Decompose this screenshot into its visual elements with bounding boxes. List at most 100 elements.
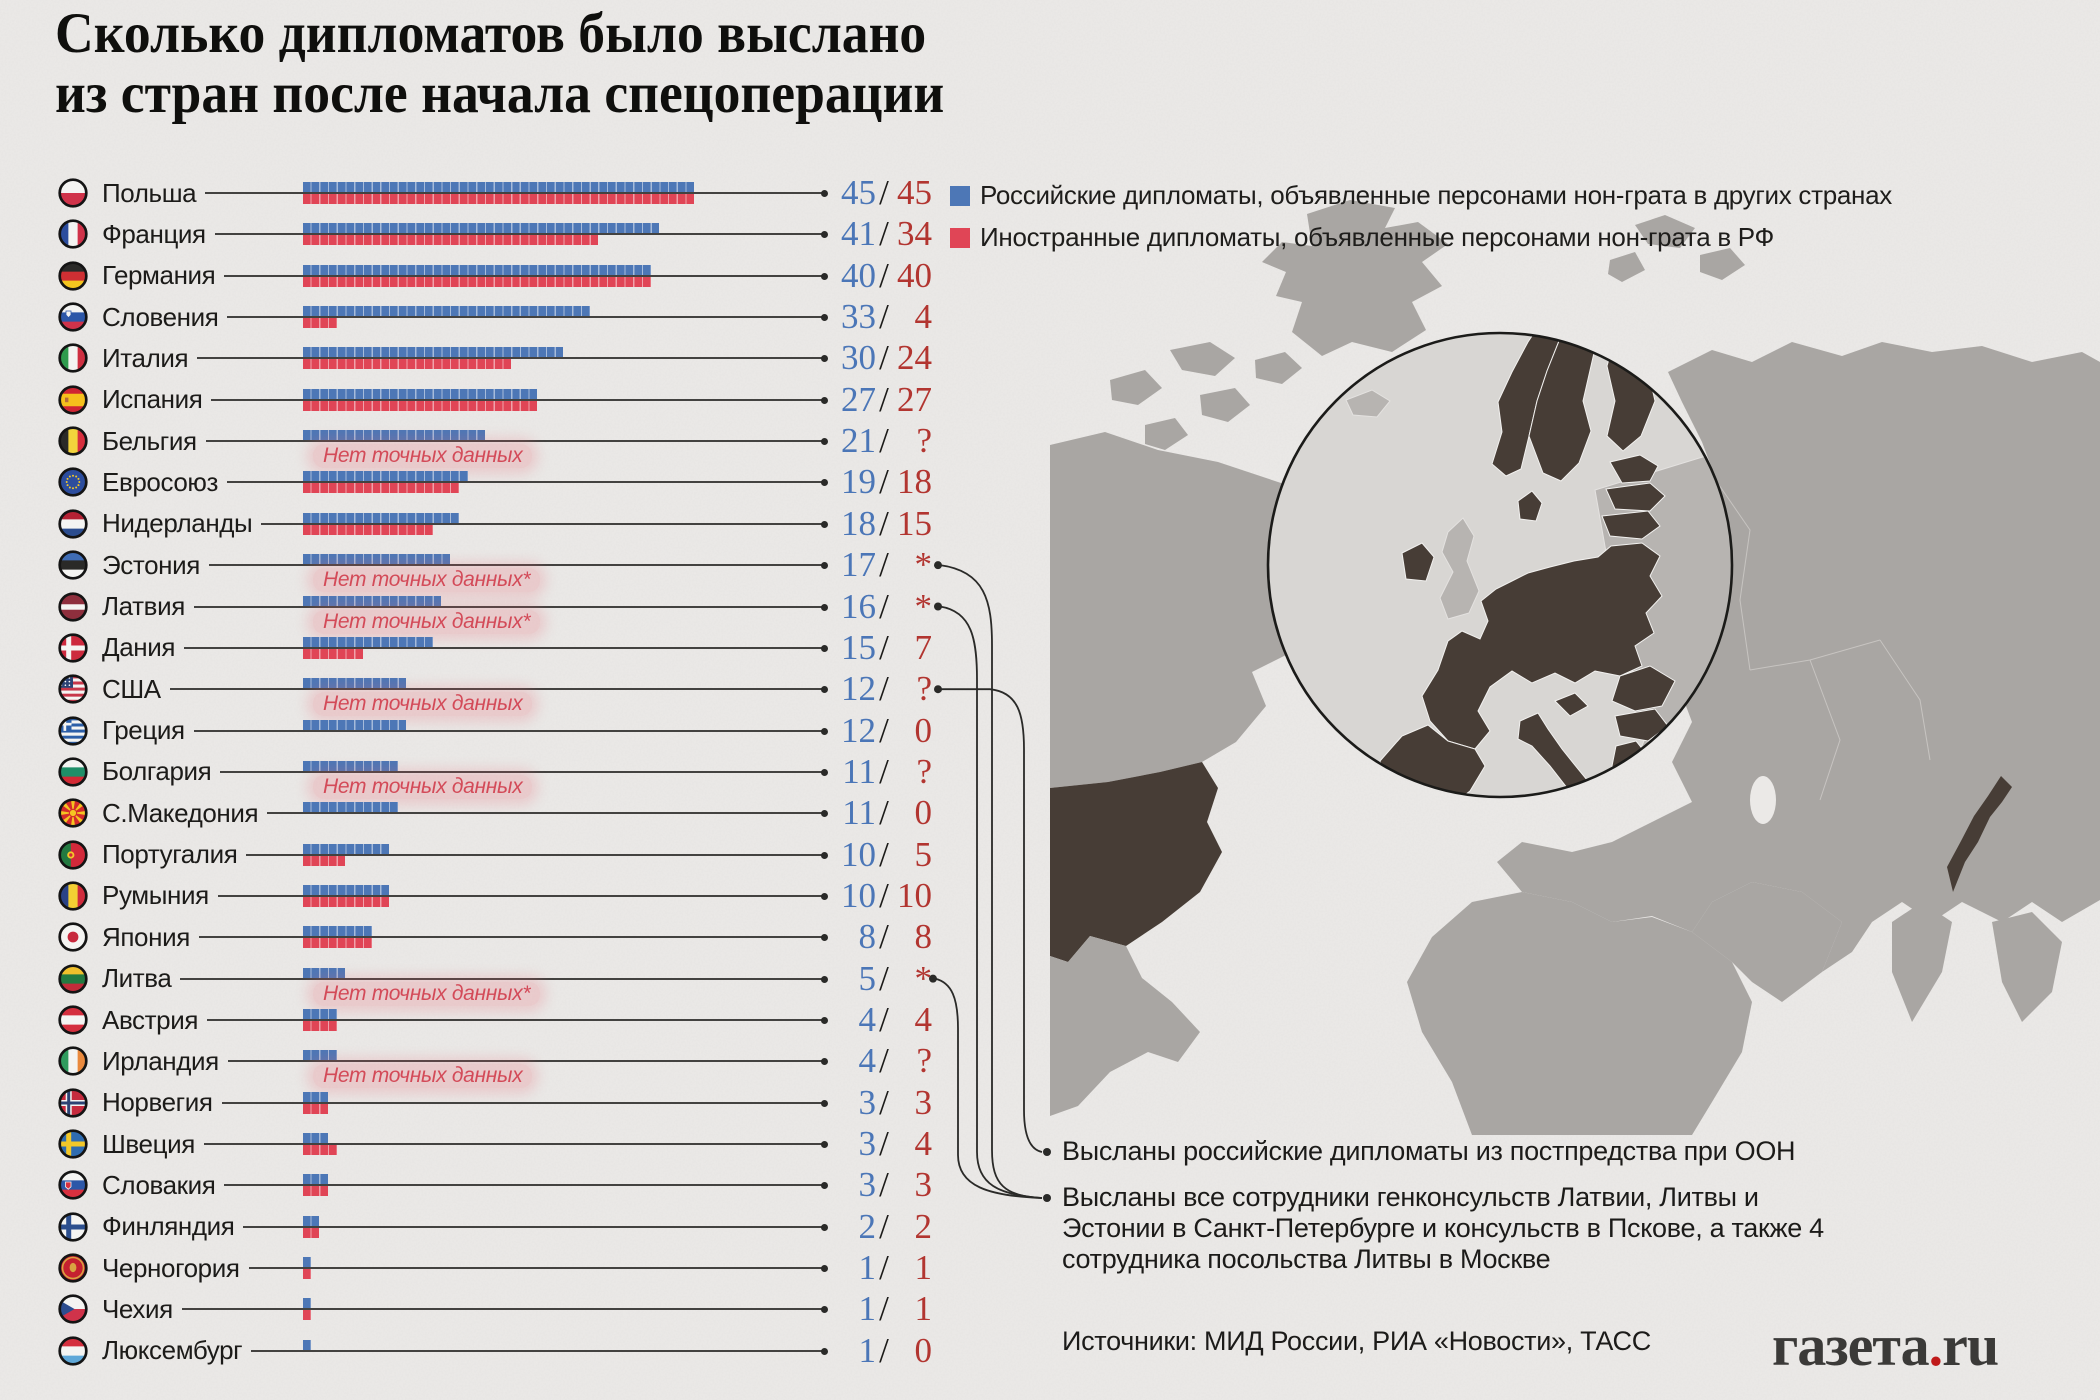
value-pair: 17/ * [830,545,932,585]
table-row: США Нет точных данных 12/? [0,668,2100,717]
value-red: 24 [897,338,932,378]
leader-dot-icon [821,603,828,611]
value-pair: 19/18 [830,462,932,502]
bar-red [303,855,346,866]
leader-dot-icon [821,438,828,446]
value-blue: 11 [842,793,876,833]
leader-dot-icon [821,1182,828,1190]
value-pair: 3/3 [830,1083,933,1123]
table-row: Финляндия 2/2 [0,1206,2100,1248]
value-red: * [914,958,933,998]
value-red: 45 [897,173,932,212]
bar-blue [303,471,468,482]
leader-dot-icon [821,1306,828,1314]
value-pair: 1/ 0 [830,1330,933,1371]
flag-se-icon [58,1129,88,1159]
value-pair: 15/ 7 [830,628,932,668]
country-label: Финляндия [102,1211,235,1242]
bar-blue [303,347,564,358]
value-blue: 15 [841,627,876,667]
leader-dot-icon [821,934,828,942]
country-label: Словакия [102,1169,216,1200]
value-blue: 19 [841,462,876,502]
flag-mk-icon [58,798,88,828]
value-slash: / [879,1165,889,1205]
leader-dot-icon [821,231,828,239]
table-row: Дания 15/ 7 [0,627,2100,669]
value-blue: 30 [841,338,876,378]
leader-line [224,1184,822,1187]
bar-red [303,1269,311,1280]
value-slash: / [879,1000,889,1039]
leader-dot-icon [821,562,828,570]
value-red: 0 [914,1330,933,1370]
bar-red [303,1103,328,1114]
country-label: Норвегия [102,1087,213,1118]
leader-dot-icon [821,851,828,859]
value-red: 10 [897,875,932,915]
flag-bg-icon [58,757,88,787]
flag-it-icon [58,343,88,374]
leader-line [197,357,822,360]
value-red: ? [916,751,932,791]
leader-dot-icon [821,479,828,487]
table-row: Греция 12/ 0 [0,710,2100,752]
bar-red [303,1227,320,1238]
flag-us-icon [58,674,88,704]
leader-dot-icon [821,272,828,280]
bar-red [303,1186,328,1197]
leader-line [169,688,822,691]
country-label: Польша [102,177,197,208]
value-blue: 33 [841,297,876,337]
table-row: Нидерланды 18/15 [0,503,2100,545]
table-row: Словакия 3/3 [0,1164,2100,1206]
value-red: 1 [914,1248,933,1288]
leader-line [221,1101,822,1104]
leader-dot-icon [821,768,828,776]
legend: Российские дипломаты, объявленные персон… [950,180,1892,264]
table-row: Австрия 4/4 [0,999,2100,1041]
value-blue: 2 [858,1206,877,1246]
page-title: Сколько дипломатов было выслано из стран… [55,3,944,125]
value-red: 3 [914,1165,933,1205]
value-slash: / [879,338,889,378]
value-pair: 12/? [830,669,932,709]
leader-dot-icon [821,1141,828,1149]
logo-name: газета [1772,1313,1930,1378]
value-slash: / [879,751,889,791]
flag-lv-icon [58,591,88,622]
value-slash: / [879,462,889,502]
bar-blue [303,1298,311,1309]
country-label: Румыния [102,880,209,911]
value-blue: 21 [841,421,876,461]
leader-line [246,853,822,856]
value-pair: 18/15 [830,504,932,544]
bar-blue [303,182,695,192]
value-red: 0 [914,710,933,750]
value-blue: 12 [841,669,876,709]
country-label: Австрия [102,1004,199,1035]
value-slash: / [879,669,889,709]
value-pair: 21/? [830,421,932,461]
value-red: ? [916,669,932,709]
table-row: Болгария Нет точных данных 11/? [0,751,2100,799]
value-blue: 45 [841,173,876,212]
footnote-consulates: Высланы все сотрудники генконсульств Лат… [1062,1182,1824,1274]
value-slash: / [879,421,889,461]
bar-red [303,896,389,907]
value-red: 4 [914,297,933,337]
value-red: ? [916,421,932,461]
bar-blue [303,802,398,813]
value-slash: / [879,875,889,915]
value-pair: 10/10 [830,876,932,916]
value-pair: 33/ 4 [830,297,932,337]
value-slash: / [879,1041,889,1081]
value-blue: 41 [841,214,876,254]
flag-ro-icon [58,881,88,911]
table-row: Польша 45/45 [0,172,2100,214]
country-label: Франция [102,218,206,249]
flag-at-icon [58,1005,88,1035]
footnote-un: Высланы российские дипломаты из постпред… [1062,1136,1796,1166]
value-blue: 18 [841,503,876,543]
value-slash: / [879,1330,889,1370]
